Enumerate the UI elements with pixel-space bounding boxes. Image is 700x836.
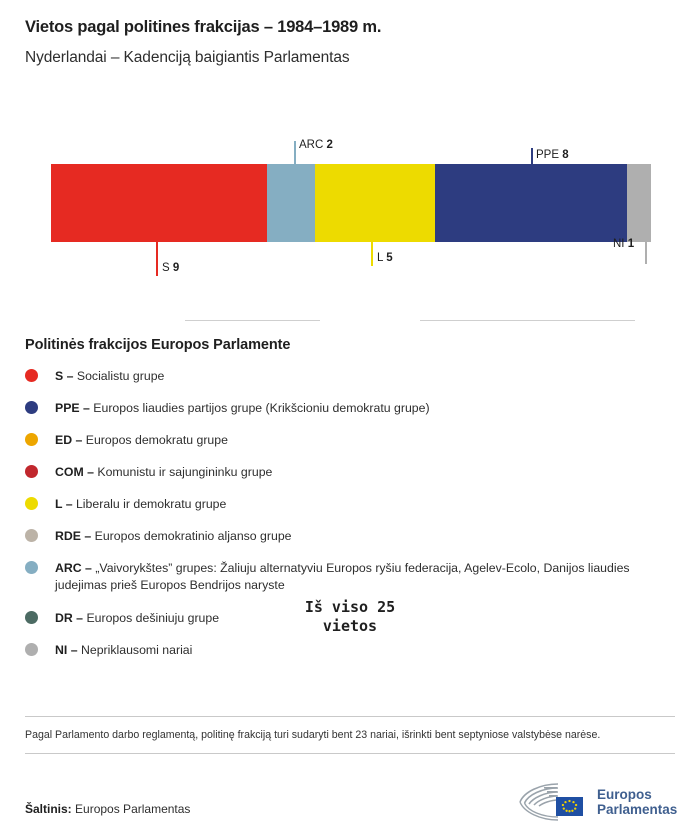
callout-ppe-value: 8: [562, 149, 569, 161]
legend-dot-ppe-icon: [25, 401, 38, 414]
legend-dot-ni-icon: [25, 643, 38, 656]
source-value: Europos Parlamentas: [75, 802, 191, 816]
legend-code-s: S –: [55, 369, 74, 383]
legend-label-com: COM – Komunistu ir sajungininku grupe: [55, 464, 272, 481]
legend-label-dr: DR – Europos dešiniuju grupe: [55, 610, 219, 627]
legend-title: Politinės frakcijos Europos Parlamente: [25, 337, 291, 353]
bar-segment-ni[interactable]: [627, 164, 651, 242]
legend-label-arc: ARC – „Vaivorykštes” grupes: Žaliuju alt…: [55, 560, 680, 593]
footer-divider-bottom: [25, 753, 675, 754]
legend-item-arc[interactable]: ARC – „Vaivorykštes” grupes: Žaliuju alt…: [25, 560, 680, 593]
legend-desc-rde: Europos demokratinio aljanso grupe: [94, 529, 292, 543]
legend-item-dr[interactable]: DR – Europos dešiniuju grupe: [25, 610, 680, 627]
legend-dot-s-icon: [25, 369, 38, 382]
legend-desc-com: Komunistu ir sajungininku grupe: [97, 465, 273, 479]
callout-l-value: 5: [386, 252, 393, 264]
footer: Pagal Parlamento darbo reglamentą, polit…: [25, 716, 675, 754]
callout-ppe-code: PPE: [536, 149, 560, 161]
european-parliament-logo: Europos Parlamentas: [518, 778, 678, 826]
total-seats-line1: Iš viso 25: [304, 598, 396, 616]
legend-dot-dr-icon: [25, 611, 38, 624]
total-seats-line2: vietos: [322, 617, 378, 635]
legend-dot-rde-icon: [25, 529, 38, 542]
callout-ppe: PPE 8: [536, 149, 569, 161]
legend-label-ed: ED – Europos demokratu grupe: [55, 432, 228, 449]
legend-desc-ppe: Europos liaudies partijos grupe (Krikšci…: [93, 401, 430, 415]
total-seats-label: Iš viso 25 vietos: [250, 598, 450, 636]
legend-desc-ni: Nepriklausomi nariai: [80, 643, 193, 657]
legend-dot-com-icon: [25, 465, 38, 478]
ep-logo-text: Europos Parlamentas: [597, 787, 677, 818]
legend-label-ppe: PPE – Europos liaudies partijos grupe (K…: [55, 400, 430, 417]
ep-logo-line1: Europos: [597, 786, 652, 802]
bar-segment-arc[interactable]: [267, 164, 315, 242]
legend-label-s: S – Socialistu grupe: [55, 368, 164, 385]
legend-item-ed[interactable]: ED – Europos demokratu grupe: [25, 432, 680, 449]
legend-code-com: COM –: [55, 465, 94, 479]
source-line: Šaltinis: Europos Parlamentas: [25, 802, 190, 816]
total-rule-right: [420, 320, 635, 321]
legend-code-ed: ED –: [55, 433, 83, 447]
page-title: Vietos pagal politines frakcijas – 1984–…: [25, 18, 382, 36]
callout-s: S 9: [162, 262, 179, 274]
ep-logo-line2: Parlamentas: [597, 802, 678, 817]
legend-code-l: L –: [55, 497, 73, 511]
seats-bar-chart: ARC 2 PPE 8 S 9 L 5: [0, 0, 700, 300]
legend-desc-arc: „Vaivorykštes” grupes: Žaliuju alternaty…: [55, 561, 630, 592]
callout-ni-value: 1: [627, 238, 635, 250]
legend-code-arc: ARC –: [55, 561, 92, 575]
bar-segment-s[interactable]: [51, 164, 267, 242]
legend-desc-s: Socialistu grupe: [76, 369, 165, 383]
tick-ppe: [531, 148, 533, 165]
legend-item-ppe[interactable]: PPE – Europos liaudies partijos grupe (K…: [25, 400, 680, 417]
callout-arc: ARC 2: [299, 139, 333, 151]
ep-hemicycle-icon: [519, 783, 583, 821]
legend-desc-l: Liberalu ir demokratu grupe: [75, 497, 227, 511]
legend-desc-ed: Europos demokratu grupe: [85, 433, 228, 447]
callout-ni-code: NI: [613, 238, 625, 250]
legend-item-ni[interactable]: NI – Nepriklausomi nariai: [25, 642, 680, 659]
page-subtitle: Nyderlandai – Kadenciją baigiantis Parla…: [25, 49, 350, 66]
legend-code-ni: NI –: [55, 643, 78, 657]
bar-segment-ppe[interactable]: [435, 164, 627, 242]
legend-code-dr: DR –: [55, 611, 84, 625]
footer-note: Pagal Parlamento darbo reglamentą, polit…: [25, 729, 601, 741]
legend-item-rde[interactable]: RDE – Europos demokratinio aljanso grupe: [25, 528, 680, 545]
callout-arc-code: ARC: [299, 139, 324, 151]
tick-s: [156, 242, 158, 276]
stacked-bar: [51, 164, 651, 242]
legend-dot-ed-icon: [25, 433, 38, 446]
legend-item-com[interactable]: COM – Komunistu ir sajungininku grupe: [25, 464, 680, 481]
legend-label-ni: NI – Nepriklausomi nariai: [55, 642, 192, 659]
total-rule-left: [185, 320, 320, 321]
tick-l: [371, 242, 373, 266]
legend-desc-dr: Europos dešiniuju grupe: [86, 611, 220, 625]
legend-label-l: L – Liberalu ir demokratu grupe: [55, 496, 226, 513]
source-label: Šaltinis:: [25, 802, 72, 816]
legend-dot-arc-icon: [25, 561, 38, 574]
legend-code-ppe: PPE –: [55, 401, 90, 415]
legend-code-rde: RDE –: [55, 529, 92, 543]
legend-item-s[interactable]: S – Socialistu grupe: [25, 368, 680, 385]
legend-dot-l-icon: [25, 497, 38, 510]
tick-arc: [294, 141, 296, 165]
callout-l: L 5: [377, 252, 393, 264]
callout-s-value: 9: [172, 262, 180, 274]
footer-divider-top: [25, 716, 675, 717]
legend: Politinės frakcijos Europos Parlamente S…: [25, 337, 680, 674]
legend-item-l[interactable]: L – Liberalu ir demokratu grupe: [25, 496, 680, 513]
callout-ni: NI 1: [613, 238, 634, 250]
tick-ni: [645, 242, 647, 264]
legend-label-rde: RDE – Europos demokratinio aljanso grupe: [55, 528, 292, 545]
total-seats-row: Iš viso 25 vietos: [0, 298, 700, 635]
bar-segment-l[interactable]: [315, 164, 435, 242]
callout-l-code: L: [377, 252, 383, 264]
callout-s-code: S: [162, 262, 170, 274]
callout-arc-value: 2: [326, 139, 333, 151]
